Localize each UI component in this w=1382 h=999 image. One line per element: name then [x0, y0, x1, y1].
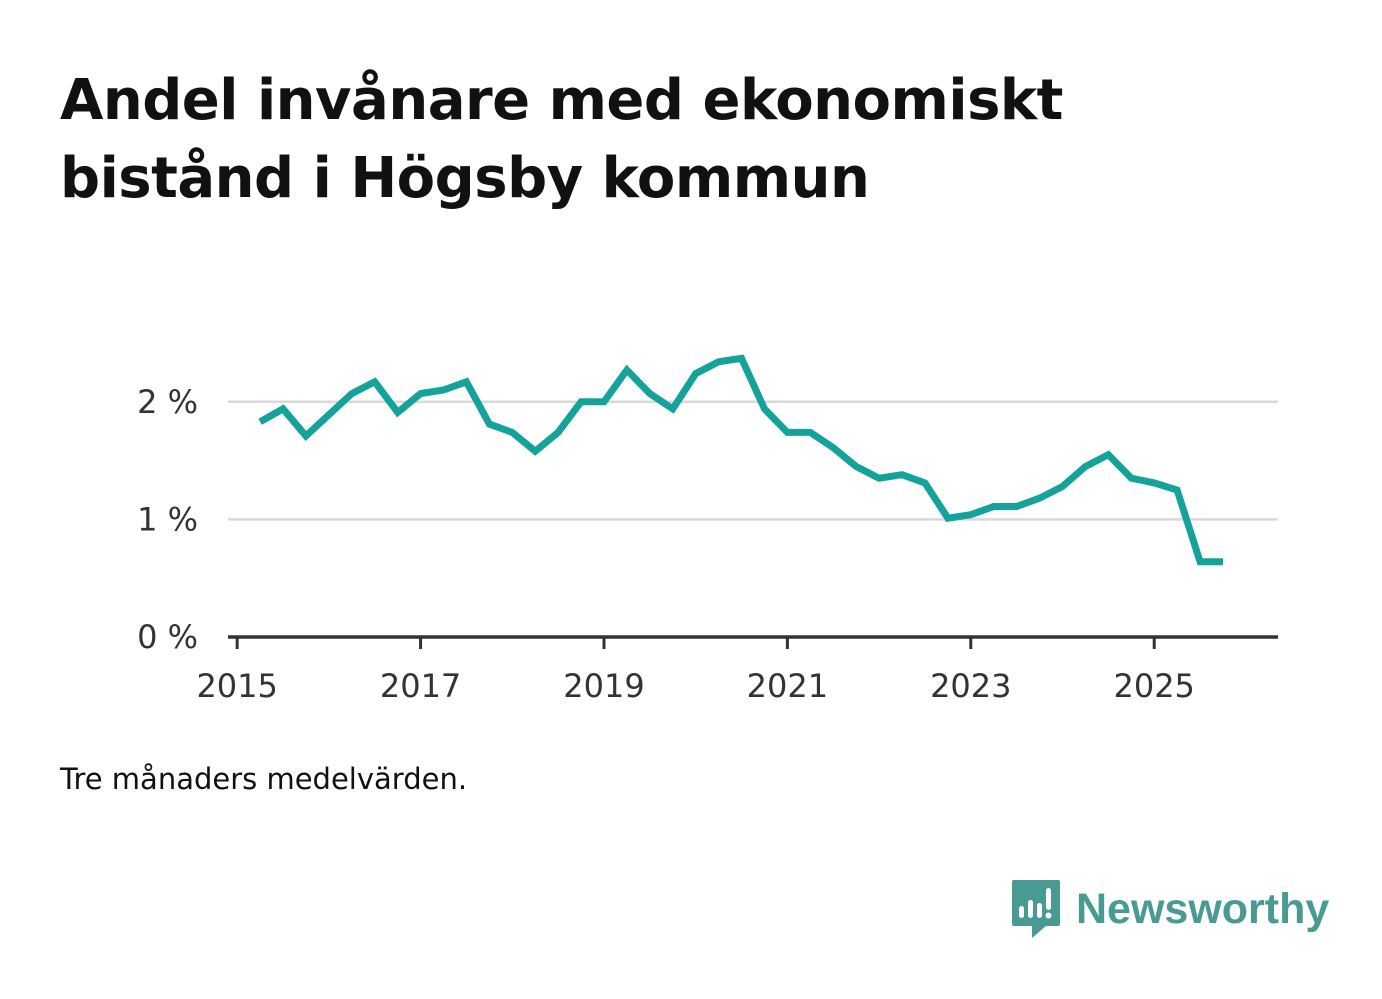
x-tick-label: 2025	[1113, 667, 1194, 705]
series-layer	[258, 354, 1223, 566]
y-axis-labels: 0 % 1 % 2 %	[137, 383, 198, 656]
x-axis	[228, 635, 1278, 649]
series-line-0	[258, 354, 1223, 566]
x-tick-label: 2017	[380, 667, 461, 705]
newsworthy-logo-icon	[1012, 880, 1060, 938]
y-tick-label: 0 %	[137, 618, 198, 656]
y-tick-label: 1 %	[137, 500, 198, 538]
x-tick-label: 2023	[930, 667, 1011, 705]
grid-lines	[228, 400, 1278, 521]
x-axis-labels: 2015 2017 2019 2021 2023 2025	[196, 667, 1194, 705]
chart-title: Andel invånare med ekonomiskt bistånd i …	[60, 68, 1063, 211]
brand-name: Newsworthy	[1076, 884, 1330, 933]
chart-note: Tre månaders medelvärden.	[60, 762, 468, 796]
x-tick-label: 2021	[747, 667, 828, 705]
x-tick-label: 2019	[563, 667, 644, 705]
y-tick-label: 2 %	[137, 383, 198, 421]
x-tick-label: 2015	[196, 667, 277, 705]
newsworthy-brand[interactable]: Newsworthy	[1010, 878, 1329, 940]
